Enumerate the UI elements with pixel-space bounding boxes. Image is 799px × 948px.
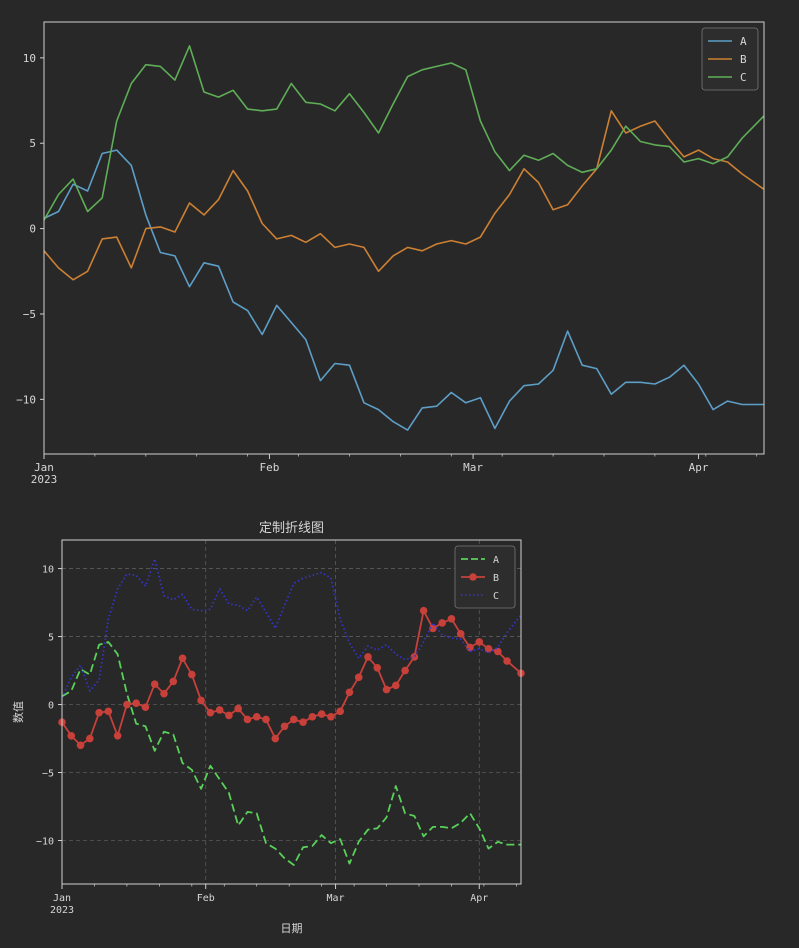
data-point-b	[484, 644, 493, 653]
legend-label-c: C	[493, 591, 499, 602]
data-point-b	[438, 619, 446, 627]
legend-marker	[469, 573, 477, 581]
data-point-b	[132, 699, 140, 707]
x-tick-label: Apr	[470, 893, 488, 904]
data-point-b	[215, 706, 224, 714]
data-point-b	[327, 712, 335, 721]
data-point-b	[234, 704, 242, 713]
data-point-b	[373, 664, 382, 672]
data-point-b	[290, 715, 298, 724]
series-line-c	[43, 45, 765, 221]
data-point-b	[354, 673, 363, 682]
y-tick-label: 10	[42, 565, 54, 576]
series-line-b	[43, 110, 765, 281]
y-tick-label: −10	[36, 836, 54, 847]
x-tick-label: Feb	[260, 461, 280, 474]
series-line-b	[61, 609, 522, 747]
data-point-b	[141, 703, 150, 712]
y-axis-label: 数值	[12, 701, 25, 723]
y-tick-label: 10	[23, 52, 36, 65]
legend-label-a: A	[740, 35, 747, 48]
x-tick-label: Jan	[53, 893, 71, 904]
x-year-label: 2023	[31, 473, 58, 486]
data-point-b	[317, 710, 326, 718]
data-point-b	[299, 718, 307, 726]
data-point-b	[429, 624, 437, 633]
x-tick-label: Apr	[689, 461, 709, 474]
data-point-b	[252, 712, 261, 721]
data-point-b	[401, 666, 409, 675]
data-point-b	[243, 715, 252, 724]
y-tick-label: 0	[48, 701, 54, 712]
x-tick-label: Jan	[34, 461, 54, 474]
data-point-b	[113, 731, 122, 740]
data-point-b	[494, 647, 502, 656]
data-point-b	[466, 643, 474, 652]
data-point-b	[419, 606, 428, 615]
chart-title: 定制折线图	[259, 521, 324, 536]
legend-label-b: B	[493, 573, 499, 584]
data-point-b	[410, 653, 419, 661]
data-point-b	[345, 688, 354, 697]
y-tick-label: 5	[29, 137, 36, 150]
data-point-b	[123, 700, 131, 709]
plot-frame	[43, 21, 765, 455]
y-tick-label: −5	[23, 308, 36, 321]
y-tick-label: 5	[48, 633, 54, 644]
data-point-b	[86, 734, 94, 743]
legend: ABC	[454, 545, 516, 609]
data-point-b	[382, 685, 391, 694]
data-point-b	[364, 653, 372, 661]
data-point-b	[178, 654, 187, 663]
data-point-b	[95, 708, 103, 717]
data-point-b	[104, 707, 113, 716]
series-line-a	[61, 641, 521, 866]
data-point-b	[308, 712, 317, 721]
data-point-b	[76, 741, 85, 750]
legend-label-b: B	[740, 53, 747, 66]
data-point-b	[475, 638, 484, 646]
data-point-b	[447, 615, 456, 623]
x-year-label: 2023	[50, 905, 74, 916]
y-tick-label: −5	[42, 769, 54, 780]
y-tick-label: −10	[16, 393, 36, 406]
legend: ABC	[701, 27, 759, 91]
data-point-b	[188, 670, 196, 679]
data-point-b	[67, 731, 76, 740]
data-point-b	[169, 677, 178, 686]
x-tick-label: Feb	[197, 893, 215, 904]
data-point-b	[225, 711, 233, 720]
data-point-b	[392, 681, 400, 690]
legend-label-a: A	[493, 555, 499, 566]
data-point-b	[280, 722, 289, 731]
data-point-b	[336, 707, 344, 716]
data-point-b	[197, 696, 205, 705]
y-tick-label: 0	[29, 223, 36, 236]
x-tick-label: Mar	[463, 461, 483, 474]
data-point-b	[503, 657, 511, 665]
legend-label-c: C	[740, 71, 747, 84]
data-point-b	[271, 734, 280, 743]
data-point-b	[262, 715, 270, 724]
data-point-b	[160, 689, 168, 698]
series-line-a	[43, 149, 764, 431]
data-point-b	[456, 630, 465, 638]
data-point-b	[150, 680, 159, 688]
data-point-b	[206, 708, 215, 717]
plot-frame	[61, 539, 522, 885]
series-line-c	[61, 558, 522, 699]
x-tick-label: Mar	[327, 893, 345, 904]
x-axis-label: 日期	[281, 922, 303, 935]
